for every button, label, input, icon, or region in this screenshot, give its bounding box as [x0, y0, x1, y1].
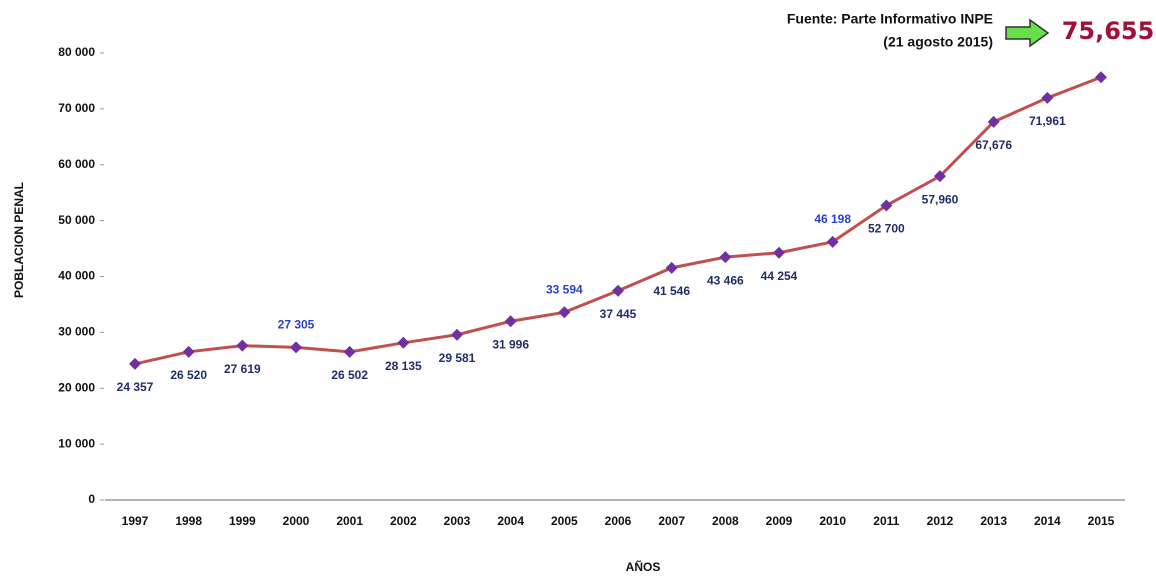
x-tick-label: 2014: [1034, 514, 1061, 528]
y-tick-label: 10 000: [58, 436, 95, 450]
value-label: 33 594: [546, 282, 583, 296]
x-tick-label: 2005: [551, 514, 578, 528]
y-tick-label: 30 000: [58, 325, 95, 339]
marker: [987, 115, 1000, 128]
annotation: Fuente: Parte Informativo INPE: [787, 11, 993, 27]
arrow: [1005, 18, 1050, 48]
marker: [934, 170, 946, 183]
value-label: 26 520: [170, 368, 207, 382]
x-tick-label: 2001: [336, 514, 363, 528]
x-tick-label: 2011: [873, 514, 899, 528]
marker: [719, 251, 732, 264]
marker: [773, 246, 785, 259]
value-label: 43 466: [707, 273, 744, 287]
value-label: 29 581: [439, 351, 476, 365]
y-axis-label: POBLACION PENAL: [12, 182, 26, 298]
y-tick-label: 40 000: [58, 269, 95, 283]
x-tick-label: 1998: [175, 514, 202, 528]
value-label: 67,676: [975, 138, 1012, 152]
x-tick-label: 1999: [229, 514, 256, 528]
x-tick-label: 2007: [658, 514, 685, 528]
x-tick-label: 2002: [390, 514, 417, 528]
marker: [826, 235, 839, 248]
marker: [397, 336, 410, 349]
marker: [343, 345, 356, 358]
x-tick-label: 2015: [1088, 514, 1115, 528]
annotation: (21 agosto 2015): [883, 34, 993, 50]
x-tick-label: 2003: [444, 514, 471, 528]
marker: [1041, 91, 1054, 104]
marker: [665, 261, 678, 274]
marker: [504, 315, 517, 328]
value-label: 75,655: [1062, 17, 1155, 45]
marker: [236, 339, 249, 352]
value-label: 24 357: [117, 380, 154, 394]
x-tick-label: 2009: [766, 514, 793, 528]
y-tick-label: 0: [88, 492, 95, 506]
marker: [290, 341, 302, 354]
value-label: 41 546: [653, 284, 690, 298]
value-label: 52 700: [868, 222, 905, 236]
y-tick-label: 80 000: [58, 45, 95, 59]
value-label: 71,961: [1029, 114, 1066, 128]
marker: [129, 357, 141, 370]
x-tick-label: 2000: [283, 514, 310, 528]
y-tick-label: 20 000: [58, 380, 95, 394]
x-axis-label: AÑOS: [626, 559, 661, 574]
marker: [451, 328, 463, 341]
y-tick-label: 50 000: [58, 213, 95, 227]
value-label: 27 305: [278, 318, 315, 332]
x-tick-label: 2006: [605, 514, 632, 528]
marker: [880, 199, 893, 212]
x-tick-label: 2004: [497, 514, 524, 528]
marker: [612, 284, 624, 297]
marker: [558, 306, 571, 319]
value-label: 44 254: [761, 269, 798, 283]
value-label: 28 135: [385, 359, 422, 373]
value-label: 37 445: [600, 307, 637, 321]
value-label: 27 619: [224, 362, 261, 376]
y-tick-label: 70 000: [58, 101, 95, 115]
y-tick-label: 60 000: [58, 157, 95, 171]
x-tick-label: 1997: [122, 514, 149, 528]
marker: [182, 345, 195, 358]
marker: [1095, 71, 1107, 84]
value-label: 46 198: [814, 212, 851, 226]
value-label: 31 996: [492, 337, 529, 351]
x-tick-label: 2008: [712, 514, 739, 528]
value-label: 57,960: [922, 192, 959, 206]
x-tick-label: 2013: [980, 514, 1007, 528]
x-tick-label: 2010: [819, 514, 846, 528]
x-tick-label: 2012: [927, 514, 954, 528]
value-label: 26 502: [331, 368, 368, 382]
